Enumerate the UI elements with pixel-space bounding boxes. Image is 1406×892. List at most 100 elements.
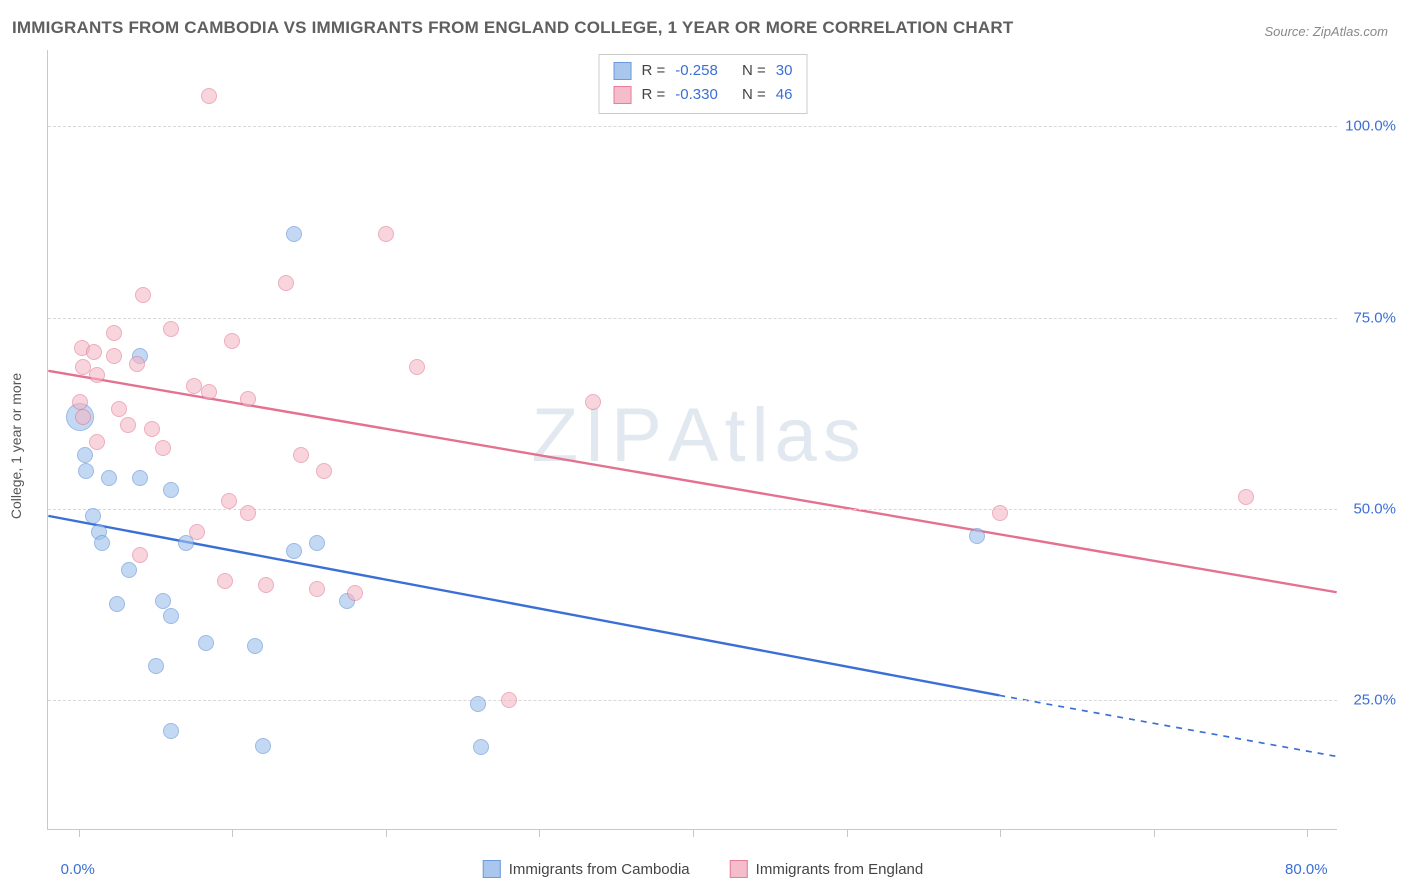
x-tick-label: 0.0% <box>61 861 95 878</box>
scatter-point <box>240 391 256 407</box>
scatter-point <box>132 470 148 486</box>
scatter-point <box>189 524 205 540</box>
r-value-cambodia: -0.258 <box>675 59 718 83</box>
x-tick <box>79 829 80 837</box>
swatch-england <box>730 860 748 878</box>
scatter-point <box>77 447 93 463</box>
scatter-point <box>240 505 256 521</box>
x-tick <box>386 829 387 837</box>
scatter-point <box>969 528 985 544</box>
scatter-point <box>132 547 148 563</box>
source-attribution: Source: ZipAtlas.com <box>1264 24 1388 39</box>
gridline <box>48 318 1337 319</box>
scatter-point <box>85 508 101 524</box>
scatter-point <box>135 287 151 303</box>
legend-row-england: R = -0.330 N = 46 <box>614 83 793 107</box>
scatter-point <box>89 367 105 383</box>
legend-label-england: Immigrants from England <box>756 861 924 878</box>
scatter-point <box>120 417 136 433</box>
n-label: N = <box>742 59 766 83</box>
scatter-point <box>309 535 325 551</box>
series-legend: Immigrants from Cambodia Immigrants from… <box>483 860 923 878</box>
r-label: R = <box>642 83 666 107</box>
scatter-point <box>101 470 117 486</box>
scatter-point <box>258 577 274 593</box>
scatter-point <box>148 658 164 674</box>
scatter-point <box>129 356 145 372</box>
scatter-point <box>293 447 309 463</box>
scatter-point <box>224 333 240 349</box>
scatter-point <box>78 463 94 479</box>
gridline <box>48 126 1337 127</box>
scatter-point <box>186 378 202 394</box>
legend-label-cambodia: Immigrants from Cambodia <box>509 861 690 878</box>
scatter-point <box>501 692 517 708</box>
scatter-point <box>111 401 127 417</box>
n-value-england: 46 <box>776 83 793 107</box>
n-value-cambodia: 30 <box>776 59 793 83</box>
scatter-point <box>201 384 217 400</box>
scatter-point <box>163 321 179 337</box>
scatter-point <box>89 434 105 450</box>
scatter-point <box>217 573 233 589</box>
gridline <box>48 700 1337 701</box>
y-axis-label: College, 1 year or more <box>8 373 24 519</box>
scatter-point <box>255 738 271 754</box>
legend-item-england: Immigrants from England <box>730 860 924 878</box>
scatter-point <box>221 493 237 509</box>
correlation-chart: IMMIGRANTS FROM CAMBODIA VS IMMIGRANTS F… <box>0 0 1406 892</box>
trend-lines <box>48 50 1337 829</box>
swatch-england <box>614 86 632 104</box>
scatter-point <box>378 226 394 242</box>
x-tick <box>1154 829 1155 837</box>
scatter-point <box>992 505 1008 521</box>
scatter-point <box>144 421 160 437</box>
source-prefix: Source: <box>1264 24 1312 39</box>
scatter-point <box>155 440 171 456</box>
y-tick-label: 100.0% <box>1345 118 1396 135</box>
y-tick-label: 50.0% <box>1353 500 1396 517</box>
scatter-point <box>470 696 486 712</box>
chart-title: IMMIGRANTS FROM CAMBODIA VS IMMIGRANTS F… <box>12 18 1013 38</box>
scatter-point <box>201 88 217 104</box>
x-tick <box>847 829 848 837</box>
scatter-point <box>155 593 171 609</box>
plot-area: ZIPAtlas <box>47 50 1337 830</box>
scatter-point <box>121 562 137 578</box>
source-name: ZipAtlas.com <box>1313 24 1388 39</box>
scatter-point <box>409 359 425 375</box>
x-tick <box>1307 829 1308 837</box>
x-tick-label: 80.0% <box>1285 861 1328 878</box>
scatter-point <box>247 638 263 654</box>
scatter-point <box>347 585 363 601</box>
correlation-legend: R = -0.258 N = 30 R = -0.330 N = 46 <box>599 54 808 114</box>
scatter-point <box>109 596 125 612</box>
y-tick-label: 25.0% <box>1353 692 1396 709</box>
swatch-cambodia <box>614 62 632 80</box>
scatter-point <box>75 409 91 425</box>
scatter-point <box>72 394 88 410</box>
scatter-point <box>86 344 102 360</box>
scatter-point <box>309 581 325 597</box>
scatter-point <box>316 463 332 479</box>
scatter-point <box>163 482 179 498</box>
scatter-point <box>163 723 179 739</box>
scatter-point <box>286 226 302 242</box>
x-tick <box>539 829 540 837</box>
watermark: ZIPAtlas <box>532 392 867 479</box>
scatter-point <box>473 739 489 755</box>
y-tick-label: 75.0% <box>1353 309 1396 326</box>
legend-item-cambodia: Immigrants from Cambodia <box>483 860 690 878</box>
scatter-point <box>1238 489 1254 505</box>
scatter-point <box>198 635 214 651</box>
swatch-cambodia <box>483 860 501 878</box>
scatter-point <box>278 275 294 291</box>
r-label: R = <box>642 59 666 83</box>
n-label: N = <box>742 83 766 107</box>
scatter-point <box>94 535 110 551</box>
scatter-point <box>106 348 122 364</box>
scatter-point <box>106 325 122 341</box>
x-tick <box>693 829 694 837</box>
scatter-point <box>286 543 302 559</box>
scatter-point <box>163 608 179 624</box>
